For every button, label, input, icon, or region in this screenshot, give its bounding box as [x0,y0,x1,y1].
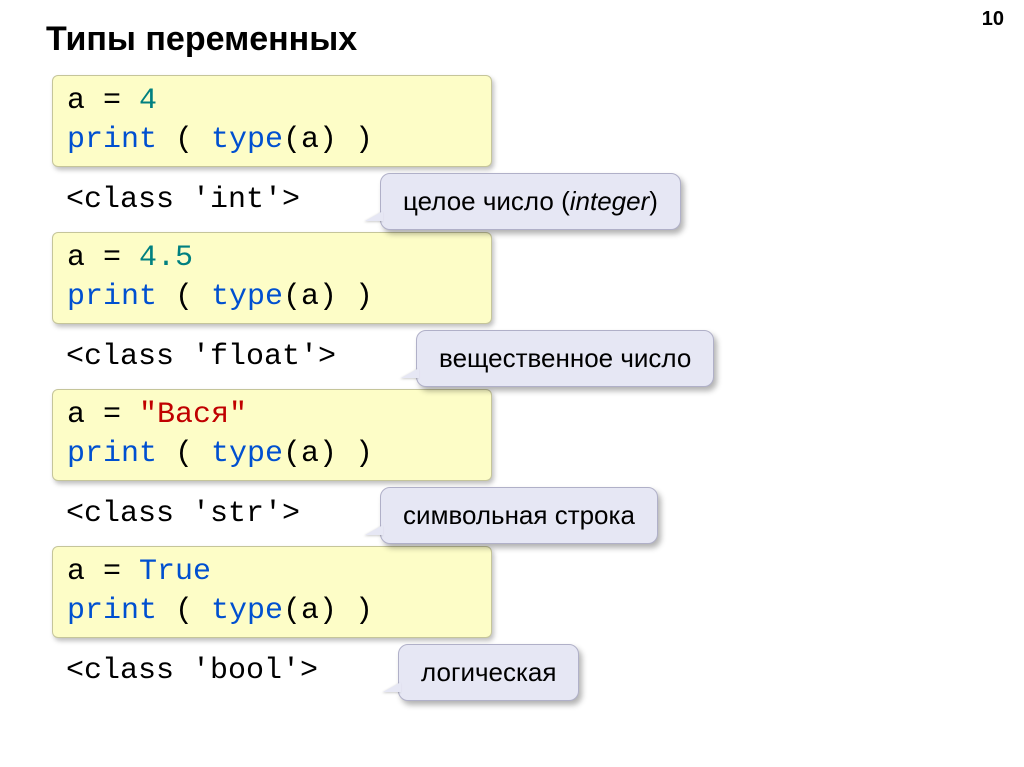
code-box: a = "Вася" print ( type(a) ) [52,389,492,481]
code-line: print ( type(a) ) [67,592,477,631]
code-paren: (a) ) [283,594,373,628]
section-int: a = 4 print ( type(a) ) <class 'int'> це… [40,75,984,230]
code-paren: (a) ) [283,280,373,314]
code-val: 4 [139,84,157,118]
code-paren: (a) ) [283,437,373,471]
code-print: print [67,123,157,157]
code-line: a = 4 [67,82,477,121]
code-var: a [67,555,85,589]
code-line: print ( type(a) ) [67,121,477,160]
code-line: a = True [67,553,477,592]
output-text: <class 'float'> [66,338,336,380]
callout-italic: integer [570,186,650,216]
code-print: print [67,437,157,471]
output-row: <class 'str'> символьная строка [40,487,984,544]
callout-text: вещественное число [439,343,691,373]
callout: вещественное число [416,330,714,387]
code-paren: ( [157,280,211,314]
output-row: <class 'float'> вещественное число [40,330,984,387]
code-val: True [139,555,211,589]
callout-text: целое число ( [403,186,570,216]
output-text: <class 'str'> [66,495,300,537]
code-var: a [67,398,85,432]
code-print: print [67,280,157,314]
code-eq: = [85,241,139,275]
code-line: a = 4.5 [67,239,477,278]
code-val: 4.5 [139,241,193,275]
code-print: print [67,594,157,628]
code-eq: = [85,398,139,432]
code-line: print ( type(a) ) [67,435,477,474]
code-eq: = [85,84,139,118]
code-line: print ( type(a) ) [67,278,477,317]
output-row: <class 'int'> целое число (integer) [40,173,984,230]
output-text: <class 'bool'> [66,652,318,694]
page-title: Типы переменных [46,20,984,59]
code-paren: ( [157,123,211,157]
output-row: <class 'bool'> логическая [40,644,984,701]
code-box: a = 4 print ( type(a) ) [52,75,492,167]
code-eq: = [85,555,139,589]
code-val: "Вася" [139,398,247,432]
section-str: a = "Вася" print ( type(a) ) <class 'str… [40,389,984,544]
code-var: a [67,84,85,118]
page-number: 10 [982,8,1004,31]
code-box: a = 4.5 print ( type(a) ) [52,232,492,324]
code-type: type [211,280,283,314]
code-paren: (a) ) [283,123,373,157]
output-text: <class 'int'> [66,181,300,223]
callout: целое число (integer) [380,173,681,230]
code-type: type [211,437,283,471]
code-box: a = True print ( type(a) ) [52,546,492,638]
code-type: type [211,594,283,628]
code-var: a [67,241,85,275]
section-bool: a = True print ( type(a) ) <class 'bool'… [40,546,984,701]
callout-suffix: ) [649,186,658,216]
callout-text: логическая [421,657,556,687]
callout-text: символьная строка [403,500,635,530]
code-paren: ( [157,594,211,628]
callout: логическая [398,644,579,701]
callout: символьная строка [380,487,658,544]
code-paren: ( [157,437,211,471]
section-float: a = 4.5 print ( type(a) ) <class 'float'… [40,232,984,387]
code-type: type [211,123,283,157]
code-line: a = "Вася" [67,396,477,435]
